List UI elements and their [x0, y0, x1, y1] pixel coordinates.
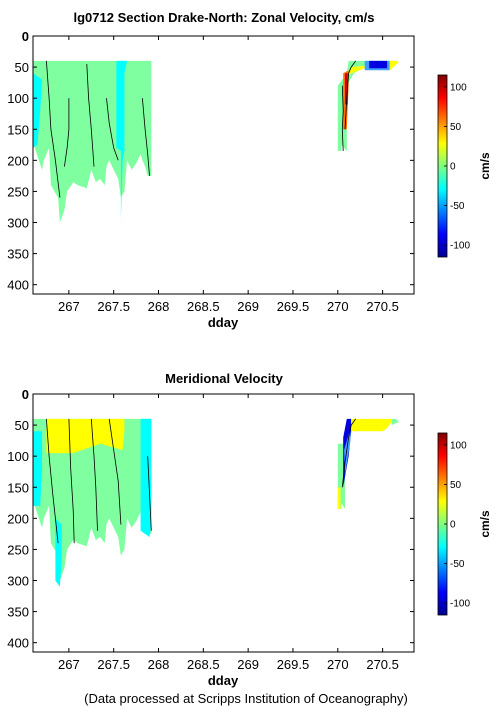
x-tick-label: 268.5 — [187, 299, 220, 314]
y-tick-label: 50 — [15, 60, 29, 75]
contour-line — [68, 418, 75, 544]
data-region — [337, 60, 397, 151]
x-tick-label: 268 — [148, 657, 170, 672]
colorbar-ticks: 100 50 0 -50 -100 — [444, 82, 470, 252]
contour-line — [142, 98, 150, 176]
y-tick-label: 50 — [15, 418, 29, 433]
y-tick-label: 200 — [7, 511, 29, 526]
y-tick-label: 300 — [7, 216, 29, 231]
data-regions — [33, 418, 399, 587]
contour-lines — [46, 418, 357, 544]
x-tick-label: 267 — [58, 299, 80, 314]
colorbar-tick-label: 50 — [450, 480, 462, 491]
colorbar: 100 50 0 -50 -100 cm/s — [437, 432, 492, 616]
x-tick-label: 269 — [237, 299, 259, 314]
y-tick-label: 0 — [22, 29, 29, 44]
x-tick-label: 270 — [327, 657, 349, 672]
x-tick-label: 267.5 — [97, 299, 130, 314]
data-region — [351, 418, 392, 432]
data-region — [337, 487, 341, 509]
colorbar: 100 50 0 -50 -100 cm/s — [437, 74, 492, 258]
chart-title: Meridional Velocity — [165, 371, 284, 386]
x-axis-label: dday — [208, 673, 239, 688]
contour-line — [90, 418, 98, 531]
y-tick-label: 350 — [7, 247, 29, 262]
contour-line — [341, 418, 357, 488]
y-tick-label: 300 — [7, 574, 29, 589]
y-tick-label: 100 — [7, 91, 29, 106]
x-axis-label: dday — [208, 315, 239, 330]
colorbar-ticks: 100 50 0 -50 -100 — [444, 440, 470, 610]
colorbar-tick-label: -50 — [450, 559, 465, 570]
data-region — [33, 418, 152, 581]
y-tick-label: 250 — [7, 542, 29, 557]
contour-lines — [46, 60, 357, 198]
y-tick-label: 150 — [7, 480, 29, 495]
x-tick-label: 269.5 — [277, 299, 310, 314]
colorbar-tick-label: 0 — [450, 520, 456, 531]
y-tick-label: 0 — [22, 387, 29, 402]
footer-credit: (Data processed at Scripps Institution o… — [84, 691, 408, 706]
colorbar-label: cm/s — [478, 510, 492, 538]
x-tick-label: 269 — [237, 657, 259, 672]
data-region — [391, 418, 399, 426]
x-tick-label: 270.5 — [366, 299, 399, 314]
data-region — [33, 431, 42, 506]
y-tick-label: 250 — [7, 184, 29, 199]
y-tick-label: 350 — [7, 605, 29, 620]
y-tick-label: 400 — [7, 278, 29, 293]
colorbar-tick-label: -100 — [450, 241, 470, 252]
colorbar-tick-label: -100 — [450, 599, 470, 610]
colorbar-tick-label: 0 — [450, 162, 456, 173]
x-tick-label: 268.5 — [187, 657, 220, 672]
colorbar-tick-label: 100 — [450, 82, 467, 93]
x-tick-label: 269.5 — [277, 657, 310, 672]
contour-line — [147, 456, 152, 531]
y-axis: 0 50 100 150 200 250 300 350 400 — [7, 387, 414, 651]
x-tick-label: 270 — [327, 299, 349, 314]
contour-line — [106, 98, 119, 161]
y-tick-label: 200 — [7, 153, 29, 168]
colorbar-tick-label: 50 — [450, 122, 462, 133]
data-region — [369, 60, 388, 69]
x-tick-label: 267.5 — [97, 657, 130, 672]
data-region — [46, 418, 125, 454]
chart-title: lg0712 Section Drake-North: Zonal Veloci… — [73, 10, 374, 25]
x-tick-label: 267 — [58, 657, 80, 672]
y-tick-label: 150 — [7, 122, 29, 137]
y-axis: 0 50 100 150 200 250 300 350 400 — [7, 29, 414, 293]
contour-line — [46, 418, 59, 544]
data-region — [344, 428, 351, 475]
contour-line — [344, 60, 357, 130]
contour-line — [64, 98, 70, 167]
colorbar-label: cm/s — [478, 152, 492, 180]
x-axis: 267 267.5 268 268.5 269 269.5 270 270.5 — [58, 394, 399, 672]
colorbar-tick-label: -50 — [450, 201, 465, 212]
plot-frame — [32, 393, 415, 653]
data-region — [116, 60, 128, 220]
x-tick-label: 268 — [148, 299, 170, 314]
contour-line — [341, 85, 344, 152]
y-tick-label: 400 — [7, 636, 29, 651]
plot-frame — [32, 35, 415, 295]
data-region — [140, 418, 152, 537]
x-tick-label: 270.5 — [366, 657, 399, 672]
contour-line — [46, 60, 61, 198]
y-tick-label: 100 — [7, 449, 29, 464]
data-region — [389, 60, 399, 71]
colorbar-tick-label: 100 — [450, 440, 467, 451]
data-region — [348, 65, 365, 75]
panel-zonal: lg0712 Section Drake-North: Zonal Veloci… — [7, 10, 492, 330]
contour-line — [108, 418, 122, 525]
panel-meridional: Meridional Velocity 267 267.5 268 268.5 269 2… — [7, 371, 492, 688]
x-axis: 267 267.5 268 268.5 269 269.5 270 270.5 — [58, 36, 399, 314]
contour-line — [86, 63, 95, 167]
